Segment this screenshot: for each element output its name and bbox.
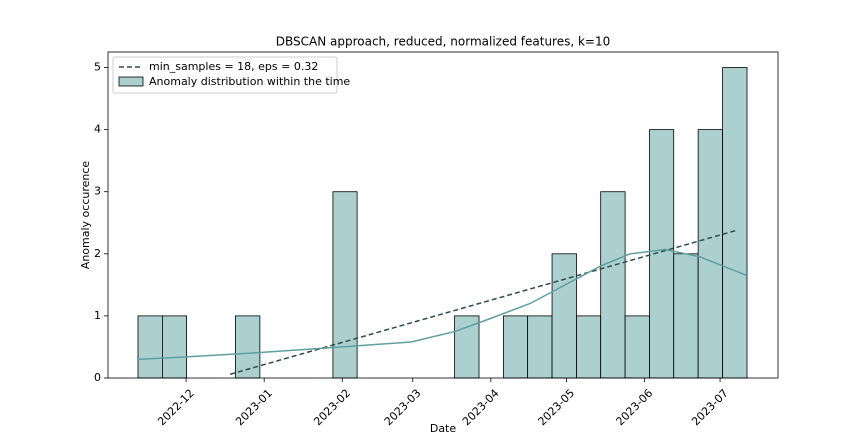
bar: [454, 315, 480, 379]
legend-swatch: [118, 76, 144, 87]
bar: [503, 315, 529, 379]
x-tick-label: 2022-12: [155, 387, 197, 429]
bar: [649, 129, 675, 379]
bar: [722, 67, 748, 379]
chart-title: DBSCAN approach, reduced, normalized fea…: [276, 35, 611, 49]
bar: [162, 315, 187, 379]
y-tick-label: 3: [94, 185, 101, 198]
legend-label: Anomaly distribution within the time: [149, 75, 350, 88]
bar: [527, 315, 553, 379]
bar: [332, 191, 358, 379]
x-tick-label: 2023-06: [614, 387, 656, 429]
x-tick-label: 2023-04: [460, 387, 502, 429]
x-tick-label: 2023-05: [536, 387, 578, 429]
x-tick-label: 2023-01: [233, 387, 275, 429]
legend-label: min_samples = 18, eps = 0.32: [149, 60, 318, 73]
x-tick-label: 2023-07: [689, 387, 731, 429]
y-tick-label: 5: [94, 61, 101, 74]
bar: [137, 315, 163, 379]
bar: [551, 253, 577, 379]
y-tick-label: 2: [94, 247, 101, 260]
legend-box: [112, 56, 338, 94]
bar: [697, 129, 723, 379]
bar: [624, 315, 650, 379]
y-axis-label: Anomaly occurence: [79, 161, 92, 270]
y-tick-label: 4: [94, 123, 101, 136]
x-axis-label: Date: [430, 422, 457, 432]
x-tick-label: 2023-03: [382, 387, 424, 429]
bar: [576, 315, 602, 379]
bar: [600, 191, 626, 379]
bar: [673, 253, 699, 379]
y-tick-label: 0: [94, 371, 101, 384]
line: [137, 248, 748, 361]
x-tick-label: 2023-02: [311, 387, 353, 429]
plot-frame: [107, 51, 779, 379]
y-tick-label: 1: [94, 309, 101, 322]
